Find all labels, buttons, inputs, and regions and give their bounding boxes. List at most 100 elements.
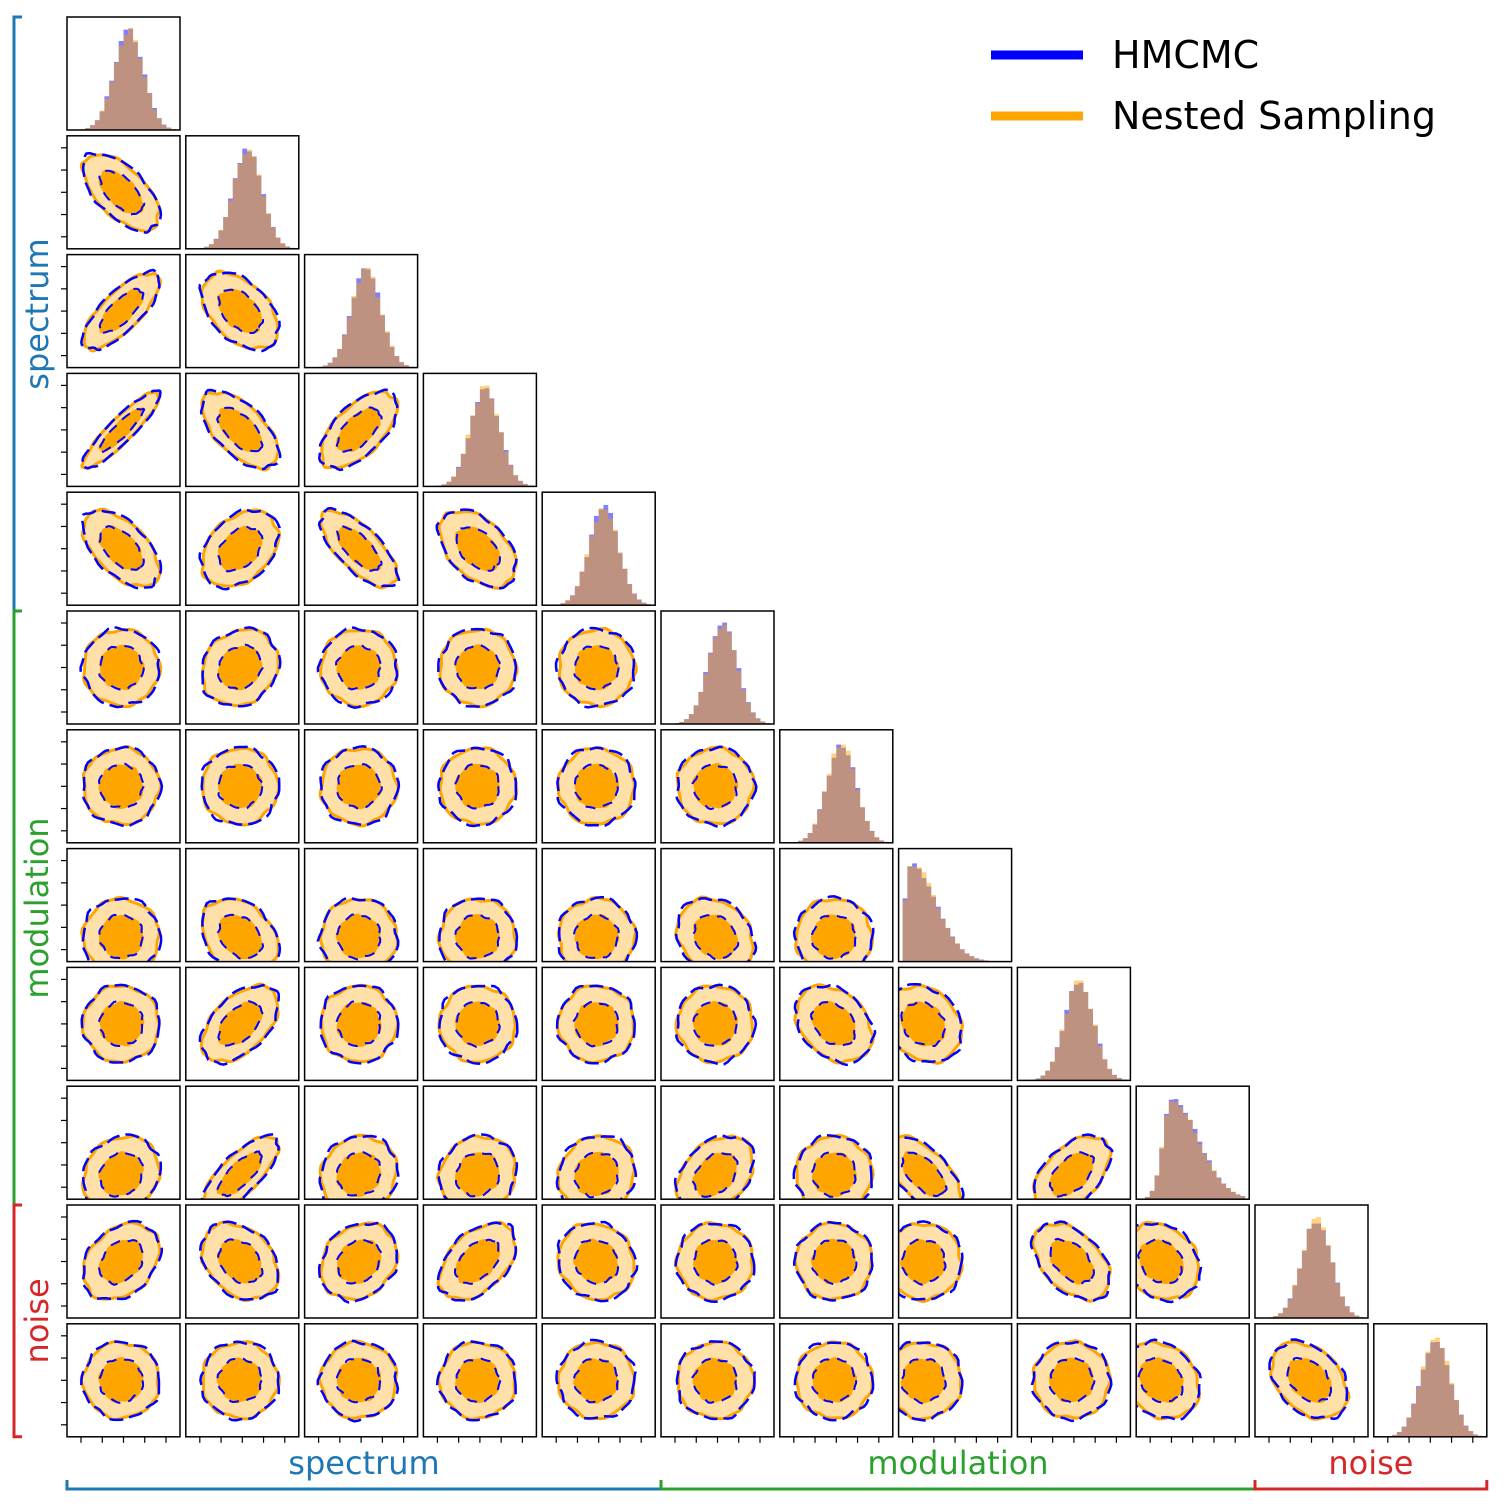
contour-outer-hmcmc: [317, 1221, 399, 1304]
hist-bar-nested: [1235, 1194, 1241, 1200]
hist-bar-nested: [936, 908, 941, 962]
hist-bar-nested: [109, 81, 114, 130]
hist-bar-nested: [741, 689, 747, 724]
hist-bar-nested: [1306, 1228, 1312, 1318]
contour-outer-hmcmc: [673, 1134, 756, 1200]
contour-outer-hmcmc: [316, 1339, 400, 1423]
panel-8-4: [541, 966, 656, 1082]
hist-bar-nested: [266, 213, 271, 249]
contour-inner-hmcmc: [97, 762, 145, 810]
contour-outer-hmcmc: [1268, 1338, 1349, 1421]
panel-11-6: [779, 1323, 894, 1443]
panel-9-1: [185, 1085, 300, 1200]
hist-bar-nested: [275, 237, 281, 249]
hist-bar-nested: [1292, 1284, 1298, 1318]
hist-bar-nested: [1154, 1175, 1160, 1200]
group-label-y-modulation: modulation: [18, 817, 56, 998]
panel-7-6: [779, 847, 894, 963]
contour-outer-hmcmc: [1030, 1340, 1113, 1423]
panel-11-3: [422, 1323, 538, 1443]
contour-inner-nested: [455, 1152, 500, 1197]
panel-6-3: [422, 729, 538, 844]
contour-outer-hmcmc: [556, 1220, 639, 1303]
panel-11-10: [1254, 1323, 1369, 1443]
hist-bar-nested: [1330, 1262, 1336, 1318]
contour-inner-hmcmc: [336, 763, 383, 811]
panel-8-7: [897, 966, 1013, 1082]
contour-inner-hmcmc: [97, 1150, 145, 1198]
hist-bar-nested: [836, 747, 842, 843]
hist-bar-nested: [717, 628, 723, 724]
hist-bar-nested: [470, 415, 476, 487]
panel-10-7: [897, 1204, 1013, 1319]
hist-bar-nested: [1468, 1431, 1474, 1437]
hist-bar-nested: [746, 702, 751, 724]
hist-bar-nested: [99, 110, 105, 130]
panel-frame: [779, 847, 894, 963]
panel-10-4: [541, 1204, 656, 1319]
contour-inner-hmcmc: [335, 525, 383, 572]
hist-bar-nested: [622, 568, 628, 606]
contour-inner-hmcmc: [455, 526, 501, 572]
hist-bar-nested: [1240, 1196, 1246, 1200]
group-brackets: [12, 15, 1489, 1491]
panel-5-1: [185, 610, 300, 725]
panel-11-9: [1135, 1323, 1250, 1443]
hist-bar-nested: [1035, 1078, 1041, 1081]
hist-bar-nested: [1097, 1045, 1103, 1081]
contour-inner-nested: [98, 764, 144, 810]
panel-11-5: [660, 1323, 775, 1443]
hist-bar-nested: [1207, 1162, 1212, 1200]
panel-7-1: [185, 847, 300, 963]
hist-bar-nested: [874, 837, 880, 843]
contour-inner-hmcmc: [454, 913, 501, 960]
contour-inner-hmcmc: [216, 1150, 263, 1198]
hist-bar-nested: [147, 93, 153, 130]
contour-outer-hmcmc: [555, 1338, 637, 1420]
legend: HMCMC Nested Sampling: [991, 33, 1436, 138]
hist-bar-nested: [1183, 1114, 1188, 1200]
hist-bar-nested: [342, 334, 347, 368]
bracket-y-noise: [12, 1203, 22, 1439]
panel-frame: [779, 1085, 894, 1200]
panel-9-0: [61, 1085, 181, 1200]
contour-inner-hmcmc: [1137, 1237, 1185, 1285]
hist-bar-nested: [926, 882, 932, 962]
panel-frame: [422, 610, 538, 725]
contour-outer-hmcmc: [79, 625, 161, 709]
contour-inner-nested: [99, 1001, 145, 1047]
hist-bar-nested: [1287, 1299, 1293, 1318]
contour-inner-hmcmc: [454, 643, 502, 690]
hist-bar-nested: [441, 484, 447, 487]
contour-inner-hmcmc: [691, 1151, 739, 1198]
panel-frame: [303, 372, 419, 488]
hist-bar-nested: [1335, 1283, 1341, 1318]
hist-bar-nested: [907, 866, 913, 962]
contour-inner-hmcmc: [899, 1238, 947, 1286]
hist-bar-nested: [579, 571, 585, 606]
hist-bar-nested: [128, 28, 134, 130]
hist-bar-nested: [204, 246, 209, 249]
panel-10-1: [185, 1204, 300, 1319]
hist-bar-nested: [955, 943, 960, 962]
contour-outer-hmcmc: [1032, 1133, 1114, 1200]
hist-bar-nested: [707, 653, 713, 724]
hist-bar-nested: [1340, 1296, 1345, 1318]
panel-4-0: [61, 491, 181, 606]
contour-inner-nested: [336, 1357, 382, 1403]
hist-bar-nested: [460, 453, 466, 487]
panel-frame: [897, 847, 1013, 963]
contour-inner-hmcmc: [98, 913, 144, 960]
hist-bar-nested: [208, 244, 214, 249]
hist-bar-nested: [1149, 1190, 1155, 1200]
hist-bar-nested: [731, 650, 737, 724]
panel-11-4: [541, 1323, 656, 1443]
hist-bar-nested: [841, 744, 846, 843]
hist-bar-nested: [1226, 1187, 1231, 1200]
hist-bar-nested: [494, 414, 499, 487]
legend-label-1: Nested Sampling: [1112, 94, 1436, 138]
panel-8-2: [303, 966, 419, 1082]
panel-frame: [779, 966, 894, 1082]
contour-outer-hmcmc: [675, 983, 758, 1066]
contour-inner-hmcmc: [335, 1150, 382, 1197]
